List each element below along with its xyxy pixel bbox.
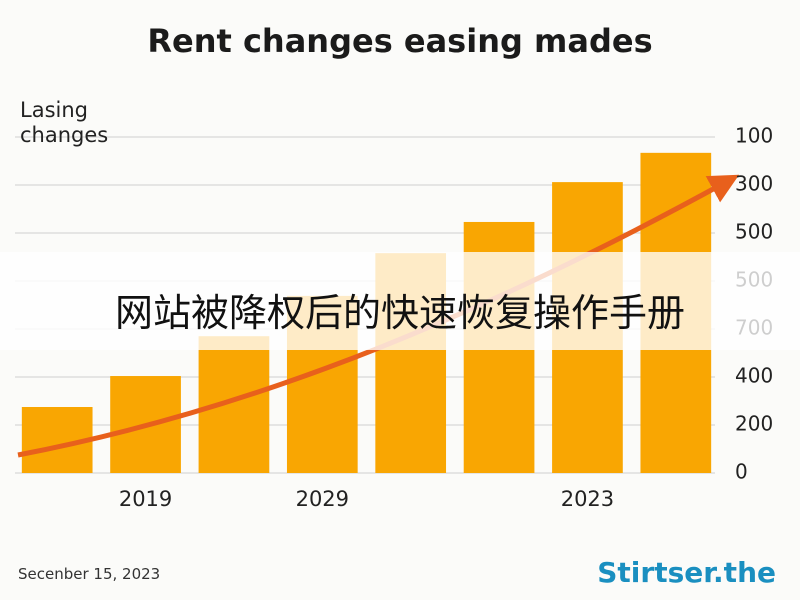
- bar: [198, 336, 270, 473]
- y-tick-label: 400: [735, 364, 773, 388]
- x-tick-label: 2019: [119, 487, 172, 511]
- footer-date: Secenber 15, 2023: [18, 565, 161, 583]
- chart-title: Rent changes easing mades: [147, 22, 653, 60]
- y-axis-label: Lasing changes: [20, 98, 109, 147]
- x-tick-label: 2023: [561, 487, 614, 511]
- logo: Stirtser.the: [597, 556, 776, 589]
- banner-text: 网站被降权后的快速恢复操作手册: [114, 291, 685, 335]
- y-tick-label: 100: [735, 124, 773, 148]
- y-tick-label: 500: [735, 220, 773, 244]
- y-tick-label: 200: [735, 412, 773, 436]
- banner-background: [0, 252, 800, 350]
- y-tick-label: 0: [735, 460, 748, 484]
- x-tick-label: 2029: [296, 487, 349, 511]
- trend-arrow: [17, 174, 740, 458]
- y-tick-label: 300: [735, 172, 773, 196]
